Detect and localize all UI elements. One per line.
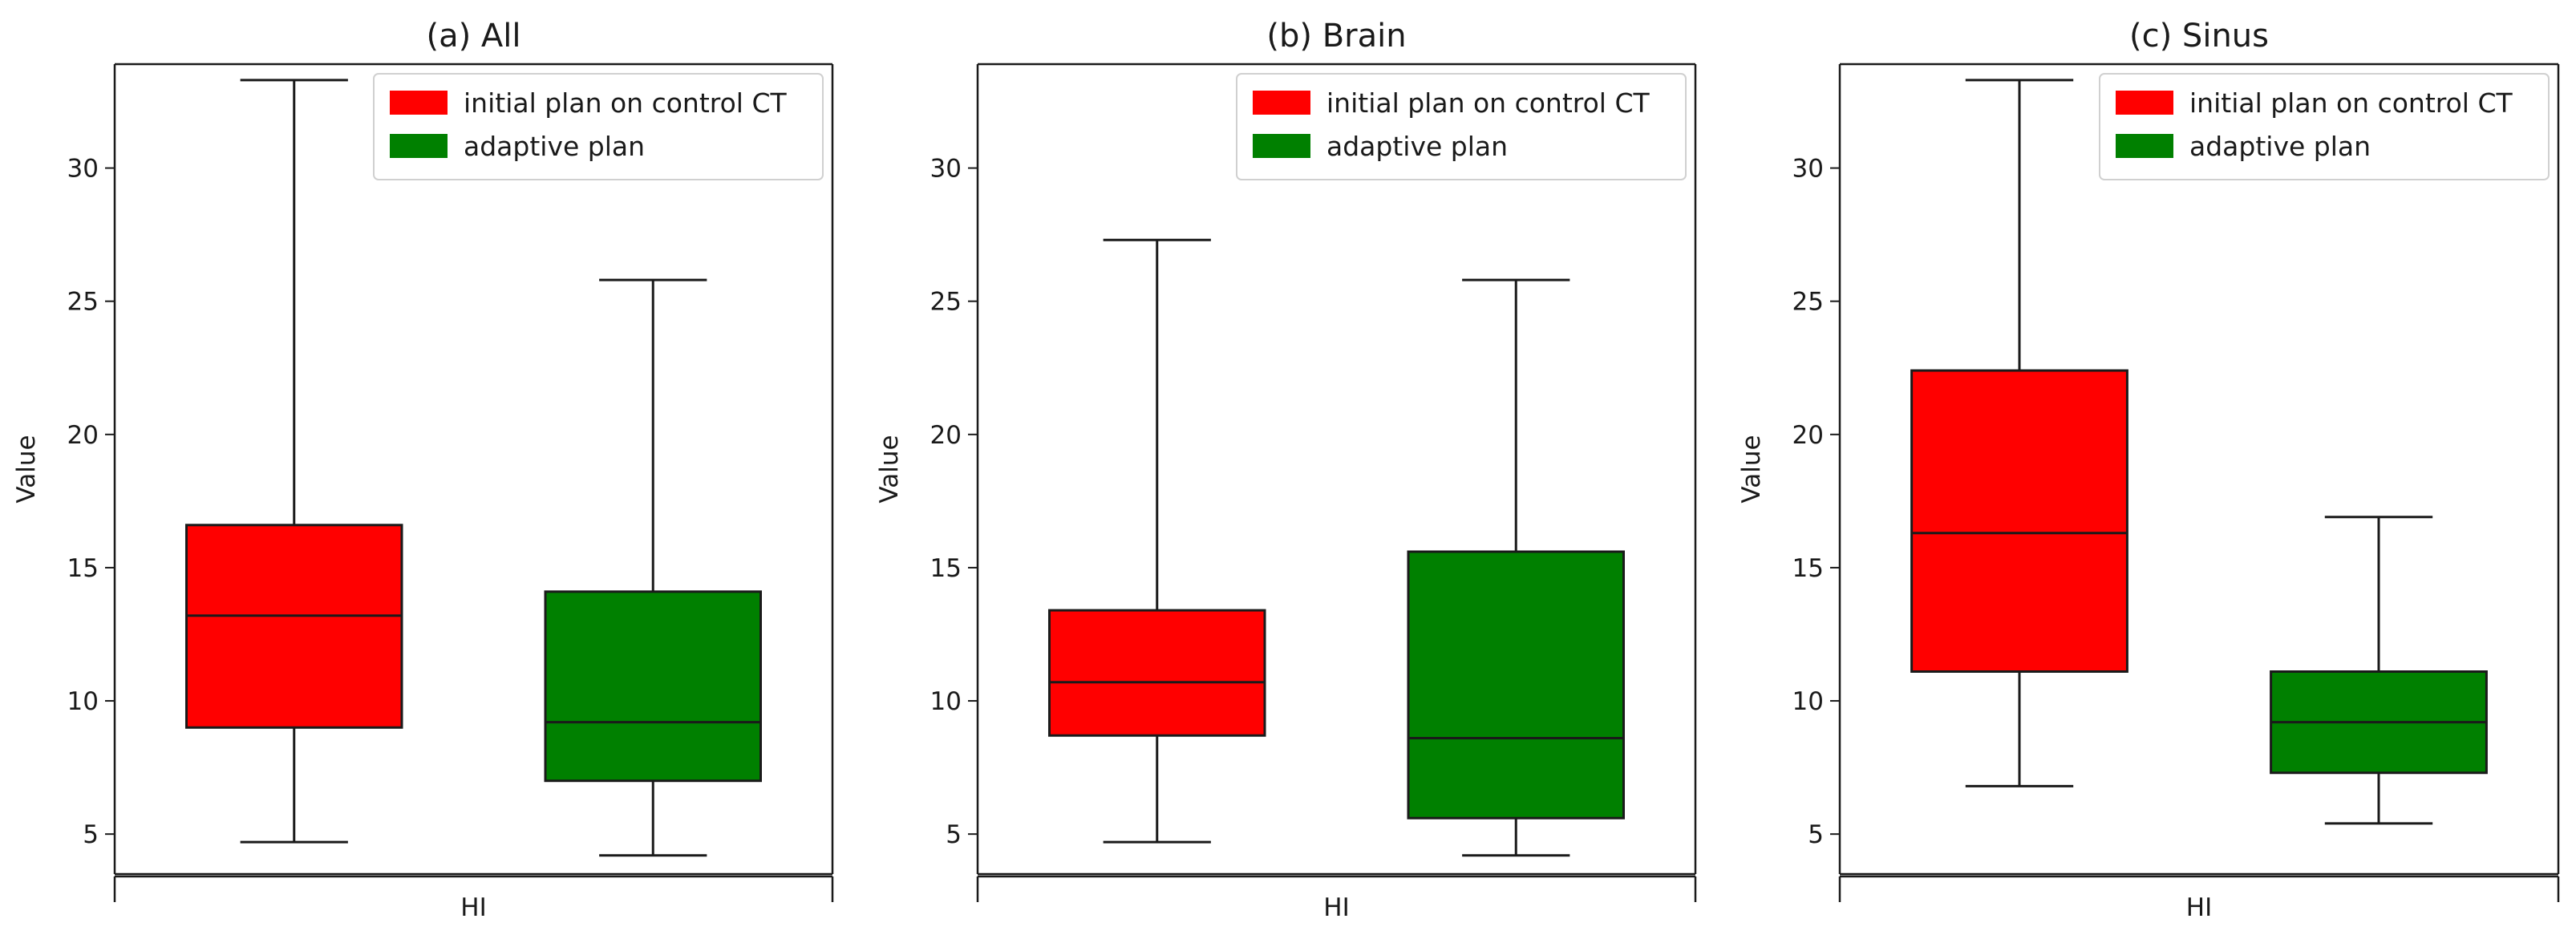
legend: initial plan on control CT adaptive plan <box>373 73 824 180</box>
legend-swatch <box>2116 91 2173 115</box>
y-tick-label: 25 <box>1792 288 1824 317</box>
legend-label: initial plan on control CT <box>464 87 787 119</box>
legend: initial plan on control CT adaptive plan <box>1236 73 1687 180</box>
x-axis-label: HI <box>2186 893 2212 922</box>
legend: initial plan on control CT adaptive plan <box>2099 73 2550 180</box>
box-adaptive <box>1407 550 1625 820</box>
y-tick-label: 15 <box>67 554 99 583</box>
y-tick-label: 30 <box>1792 155 1824 184</box>
y-tick-label: 10 <box>67 687 99 716</box>
legend-label: adaptive plan <box>2189 131 2371 162</box>
y-tick-label: 5 <box>83 820 99 849</box>
legend-frame <box>2099 73 2550 180</box>
chart-title: (c) Sinus <box>2129 18 2269 55</box>
box-adaptive <box>544 590 762 783</box>
legend-label: initial plan on control CT <box>2189 87 2513 119</box>
legend-swatch <box>2116 134 2173 158</box>
y-tick-label: 15 <box>1792 554 1824 583</box>
y-tick-label: 15 <box>930 554 962 583</box>
x-axis-label: HI <box>460 893 486 922</box>
y-axis-label: Value <box>1737 435 1766 503</box>
legend-swatch <box>390 134 448 158</box>
y-axis-label: Value <box>875 435 904 503</box>
box-initial <box>185 524 403 729</box>
y-tick-label: 5 <box>946 820 962 849</box>
legend-frame <box>1236 73 1687 180</box>
chart-panel-2: (b) Brain 5 10 15 20 25 30 Value HI initial plan … <box>875 18 1697 922</box>
chart-panel-3: (c) Sinus 5 10 15 20 25 30 Value HI initial plan … <box>1737 18 2560 922</box>
box-initial <box>1048 609 1266 737</box>
legend-label: adaptive plan <box>464 131 645 162</box>
box-initial <box>1910 369 2128 673</box>
y-tick-label: 30 <box>67 155 99 184</box>
legend-swatch <box>1253 134 1310 158</box>
legend-frame <box>373 73 824 180</box>
legend-swatch <box>390 91 448 115</box>
chart-panel-1: (a) All 5 10 15 20 25 30 Value HI initial plan on… <box>12 18 834 922</box>
y-tick-label: 20 <box>67 421 99 450</box>
y-tick-label: 10 <box>1792 687 1824 716</box>
y-tick-label: 5 <box>1808 820 1824 849</box>
legend-label: adaptive plan <box>1326 131 1508 162</box>
chart-title: (a) All <box>426 18 520 55</box>
legend-swatch <box>1253 91 1310 115</box>
y-tick-label: 10 <box>930 687 962 716</box>
y-tick-label: 25 <box>930 288 962 317</box>
y-axis-label: Value <box>12 435 41 503</box>
y-tick-label: 30 <box>930 155 962 184</box>
y-tick-label: 20 <box>1792 421 1824 450</box>
y-tick-label: 25 <box>67 288 99 317</box>
x-axis-label: HI <box>1323 893 1349 922</box>
y-tick-label: 20 <box>930 421 962 450</box>
chart-title: (b) Brain <box>1266 18 1406 55</box>
legend-label: initial plan on control CT <box>1326 87 1650 119</box>
